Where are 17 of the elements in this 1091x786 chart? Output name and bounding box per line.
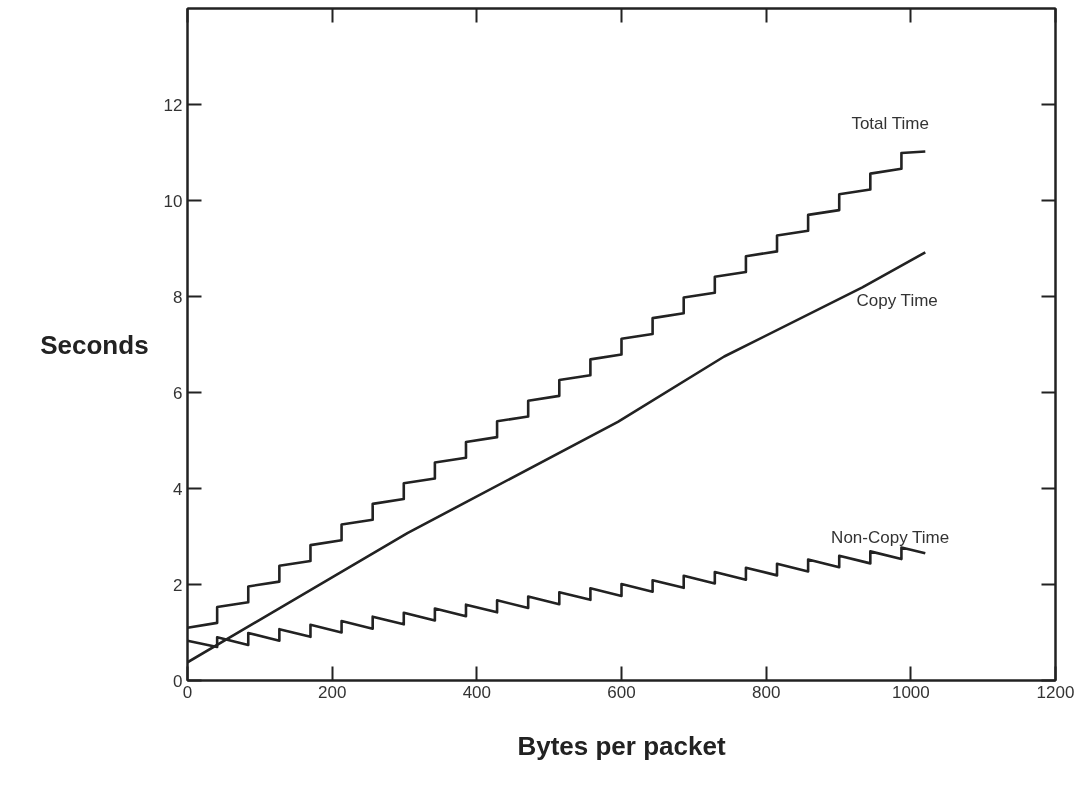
y-axis-title: Seconds [40,329,149,360]
series-label: Total Time [851,114,929,134]
y-tick-label: 12 [163,95,183,115]
x-tick-label: 1200 [1036,682,1075,702]
y-tick-label: 10 [163,191,183,211]
y-tick-label: 6 [173,383,183,403]
series-label: Non-Copy Time [831,527,950,547]
x-tick-label: 400 [462,682,492,702]
y-tick-label: 4 [173,479,183,499]
y-tick-label: 2 [173,575,183,595]
x-tick-label: 200 [317,682,347,702]
y-tick-label: 8 [173,287,183,307]
x-axis-title: Bytes per packet [517,730,726,761]
x-tick-label: 600 [607,682,636,702]
x-tick-label: 800 [751,682,781,702]
x-tick-label: 1000 [891,682,930,702]
series-label: Copy Time [856,290,938,310]
